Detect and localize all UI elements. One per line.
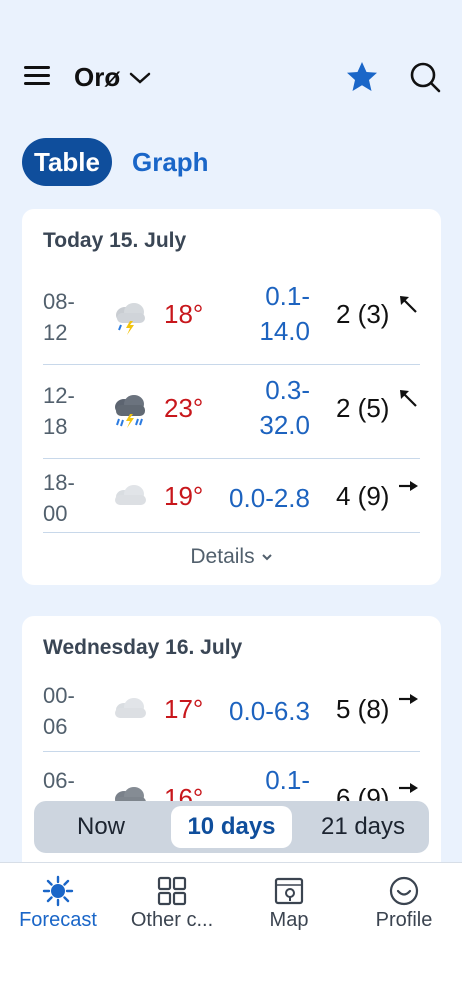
search-icon[interactable] xyxy=(408,60,442,94)
thunder-cloud-icon xyxy=(116,303,145,335)
wind-arrow-east-icon xyxy=(399,481,418,491)
forecast-range-selector: Now 10 days 21 days xyxy=(34,801,429,853)
temperature: 19° xyxy=(164,481,204,511)
location-name: Orø xyxy=(74,62,121,92)
day-title: Today 15. July xyxy=(43,229,187,252)
smiley-profile-icon xyxy=(389,876,419,906)
precipitation: 0.3- 32.0 xyxy=(259,375,310,440)
forecast-row[interactable]: 08- 12 18° 0.1- 14.0 2 (3) xyxy=(43,271,420,365)
bottom-navigation: Forecast Other c... Map Profile xyxy=(0,862,462,1000)
favorite-star-icon[interactable] xyxy=(345,60,379,94)
time-range: 08- 12 xyxy=(43,289,75,345)
cloud-icon xyxy=(115,485,146,505)
tab-graph[interactable]: Graph xyxy=(131,146,209,177)
wind-arrow-northwest-icon xyxy=(400,390,417,407)
forecast-row[interactable]: 18- 00 19° 0.0-2.8 4 (9) xyxy=(43,459,420,533)
forecast-row[interactable]: 00- 06 17° 0.0-6.3 5 (8) xyxy=(43,678,420,752)
nav-forecast-label: Forecast xyxy=(19,909,97,931)
wind-speed: 4 (9) xyxy=(336,481,390,511)
range-now[interactable]: Now xyxy=(76,813,125,840)
forecast-row[interactable]: 12- 18 23° 0.3- 32.0 2 (5) xyxy=(43,365,420,459)
temperature: 23° xyxy=(164,393,204,423)
location-selector[interactable]: Orø xyxy=(74,62,152,93)
nav-other[interactable]: Other c... xyxy=(117,875,227,932)
temperature: 18° xyxy=(164,299,204,329)
grid-icon xyxy=(157,876,187,906)
wind-arrow-east-icon xyxy=(399,694,418,704)
wind-speed: 2 (3) xyxy=(336,299,390,329)
view-tabs: Table Graph xyxy=(22,138,209,186)
details-label: Details xyxy=(190,545,255,568)
temperature: 17° xyxy=(164,694,204,724)
cloud-icon xyxy=(115,698,146,718)
wind-speed: 2 (5) xyxy=(336,393,390,423)
nav-map-label: Map xyxy=(269,909,309,931)
day-title: Wednesday 16. July xyxy=(43,636,243,659)
day-card-today: Today 15. July 08- 12 18° 0.1- 14.0 2 (3) … xyxy=(22,209,441,585)
nav-profile[interactable]: Profile xyxy=(349,875,459,932)
precipitation: 0.1- 14.0 xyxy=(259,281,310,346)
details-button[interactable]: Details xyxy=(22,545,441,569)
sun-icon xyxy=(42,875,74,907)
map-icon xyxy=(274,877,304,905)
wind-arrow-east-icon xyxy=(399,783,418,793)
nav-other-label: Other c... xyxy=(130,909,214,931)
time-range: 18- 00 xyxy=(43,470,75,526)
chevron-down-icon xyxy=(261,554,272,561)
thunderstorm-rain-icon xyxy=(115,395,145,428)
nav-forecast[interactable]: Forecast xyxy=(3,875,113,932)
time-range: 00- 06 xyxy=(43,683,75,739)
menu-icon[interactable] xyxy=(24,66,52,90)
nav-profile-label: Profile xyxy=(375,909,433,931)
precipitation: 0.1- xyxy=(265,765,310,795)
wind-speed: 5 (8) xyxy=(336,694,390,724)
wind-arrow-northwest-icon xyxy=(400,296,417,313)
range-10-days[interactable]: 10 days xyxy=(171,806,292,848)
tab-table[interactable]: Table xyxy=(22,138,112,186)
precipitation: 0.0-2.8 xyxy=(229,483,310,513)
range-21-days[interactable]: 21 days xyxy=(320,813,406,840)
chevron-down-icon xyxy=(129,72,151,84)
nav-map[interactable]: Map xyxy=(234,875,344,932)
precipitation: 0.0-6.3 xyxy=(229,696,310,726)
time-range: 12- 18 xyxy=(43,383,75,439)
app-header: Orø xyxy=(0,56,462,100)
